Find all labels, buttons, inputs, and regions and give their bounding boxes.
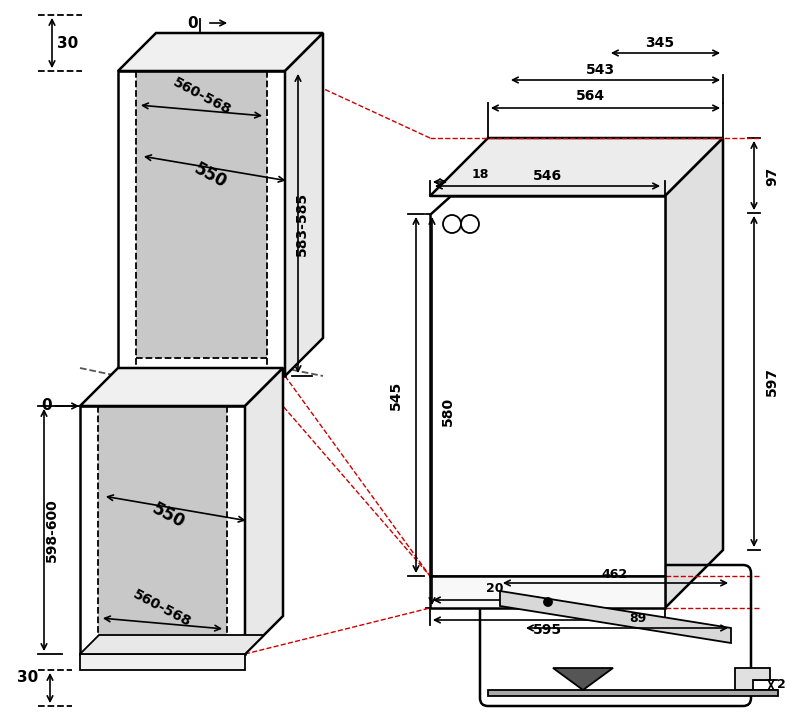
Text: 595: 595 [533, 623, 562, 637]
Polygon shape [80, 654, 245, 670]
Circle shape [461, 215, 479, 233]
Text: 462: 462 [602, 568, 628, 582]
Polygon shape [430, 576, 665, 608]
Text: 564: 564 [575, 89, 605, 103]
Text: 30: 30 [18, 671, 38, 685]
Text: 0: 0 [188, 15, 198, 30]
Text: 18: 18 [471, 168, 489, 181]
Polygon shape [430, 138, 723, 196]
Polygon shape [80, 635, 264, 654]
Polygon shape [500, 591, 731, 643]
Text: 0: 0 [42, 399, 52, 414]
Polygon shape [285, 33, 323, 376]
Text: 550: 550 [149, 500, 187, 532]
Text: 89: 89 [630, 613, 646, 626]
Text: 583-585: 583-585 [295, 192, 309, 256]
Text: 546: 546 [533, 169, 562, 183]
Text: 345: 345 [646, 36, 674, 50]
Polygon shape [118, 33, 323, 71]
Text: 560-568: 560-568 [170, 75, 234, 117]
Text: 597: 597 [765, 367, 779, 396]
Text: 598-600: 598-600 [45, 498, 59, 562]
Polygon shape [430, 196, 665, 576]
Polygon shape [488, 138, 723, 550]
Circle shape [544, 598, 552, 606]
Polygon shape [488, 690, 778, 696]
Text: 560-568: 560-568 [130, 587, 194, 629]
Text: 545: 545 [389, 380, 403, 409]
Polygon shape [735, 668, 770, 690]
Polygon shape [553, 668, 613, 690]
Polygon shape [136, 71, 267, 358]
Polygon shape [98, 380, 254, 406]
Circle shape [443, 215, 461, 233]
Text: 2: 2 [777, 679, 786, 691]
Text: 580: 580 [441, 396, 455, 425]
Polygon shape [80, 368, 283, 406]
Polygon shape [665, 138, 723, 608]
Text: 543: 543 [586, 63, 614, 77]
Polygon shape [245, 368, 283, 654]
Text: 30: 30 [58, 36, 78, 51]
Polygon shape [98, 406, 227, 636]
Text: 97: 97 [765, 166, 779, 186]
Polygon shape [136, 44, 294, 71]
Text: 550: 550 [190, 160, 230, 192]
Text: 20: 20 [486, 582, 504, 595]
